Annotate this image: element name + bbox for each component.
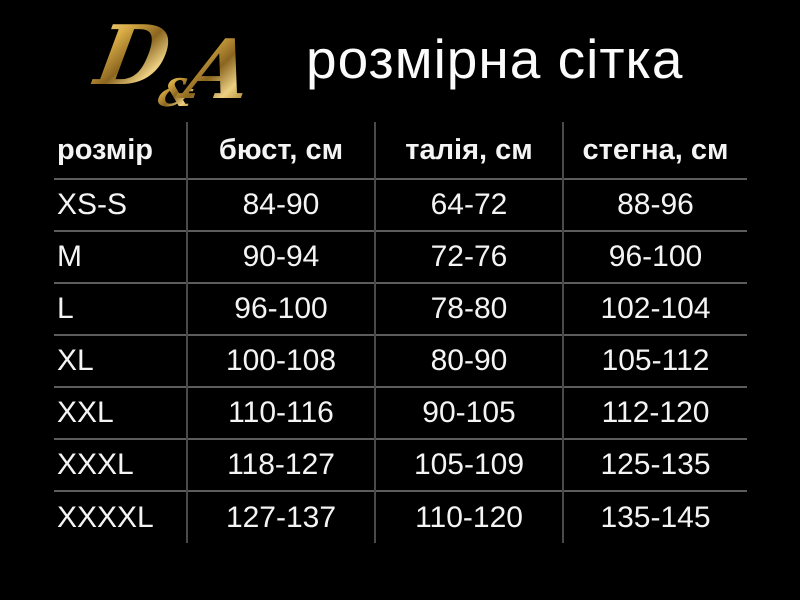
brand-logo-da-monogram: D & A	[87, 8, 260, 116]
column-header-waist: талія, см	[374, 122, 563, 179]
size-table-header: розмір бюст, см талія, см стегна, см	[54, 122, 747, 179]
cell-bust-cm: 90-94	[186, 230, 375, 283]
cell-bust-cm: 100-108	[186, 334, 375, 387]
cell-size: M	[54, 230, 187, 283]
cell-hips-cm: 125-135	[562, 438, 747, 491]
cell-waist-cm: 78-80	[374, 282, 563, 335]
cell-size: XXL	[54, 386, 187, 439]
cell-waist-cm: 80-90	[374, 334, 563, 387]
size-table-body: XS-S 84-90 64-72 88-96 M 90-94 72-76 96-100 L 96-…	[54, 178, 747, 543]
cell-waist-cm: 90-105	[374, 386, 563, 439]
cell-bust-cm: 96-100	[186, 282, 375, 335]
cell-hips-cm: 112-120	[562, 386, 747, 439]
cell-size: L	[54, 282, 187, 335]
table-row: L 96-100 78-80 102-104	[54, 282, 747, 335]
cell-hips-cm: 105-112	[562, 334, 747, 387]
table-row: XL 100-108 80-90 105-112	[54, 334, 747, 387]
cell-hips-cm: 88-96	[562, 178, 747, 231]
column-header-bust: бюст, см	[186, 122, 375, 179]
cell-hips-cm: 135-145	[562, 490, 747, 543]
cell-hips-cm: 102-104	[562, 282, 747, 335]
page-title: розмірна сітка	[306, 28, 684, 90]
cell-size: XXXXL	[54, 490, 187, 543]
size-table: розмір бюст, см талія, см стегна, см XS-…	[54, 122, 747, 543]
cell-waist-cm: 72-76	[374, 230, 563, 283]
cell-size: XS-S	[54, 178, 187, 231]
table-row: M 90-94 72-76 96-100	[54, 230, 747, 283]
column-header-hips: стегна, см	[562, 122, 747, 179]
cell-bust-cm: 84-90	[186, 178, 375, 231]
table-row: XXL 110-116 90-105 112-120	[54, 386, 747, 439]
logo-letter-a: A	[172, 22, 260, 116]
cell-waist-cm: 105-109	[374, 438, 563, 491]
cell-bust-cm: 110-116	[186, 386, 375, 439]
cell-waist-cm: 64-72	[374, 178, 563, 231]
brand-header: D & A розмірна сітка	[86, 6, 683, 118]
column-header-size: розмір	[57, 133, 153, 166]
cell-bust-cm: 127-137	[186, 490, 375, 543]
cell-hips-cm: 96-100	[562, 230, 747, 283]
cell-size: XXXL	[54, 438, 187, 491]
table-row: XXXXL 127-137 110-120 135-145	[54, 490, 747, 543]
cell-waist-cm: 110-120	[374, 490, 563, 543]
header-row: розмір бюст, см талія, см стегна, см	[54, 122, 747, 179]
table-row: XS-S 84-90 64-72 88-96	[54, 178, 747, 231]
cell-bust-cm: 118-127	[186, 438, 375, 491]
logo-ampersand: &	[155, 71, 198, 116]
cell-size: XL	[54, 334, 187, 387]
table-row: XXXL 118-127 105-109 125-135	[54, 438, 747, 491]
